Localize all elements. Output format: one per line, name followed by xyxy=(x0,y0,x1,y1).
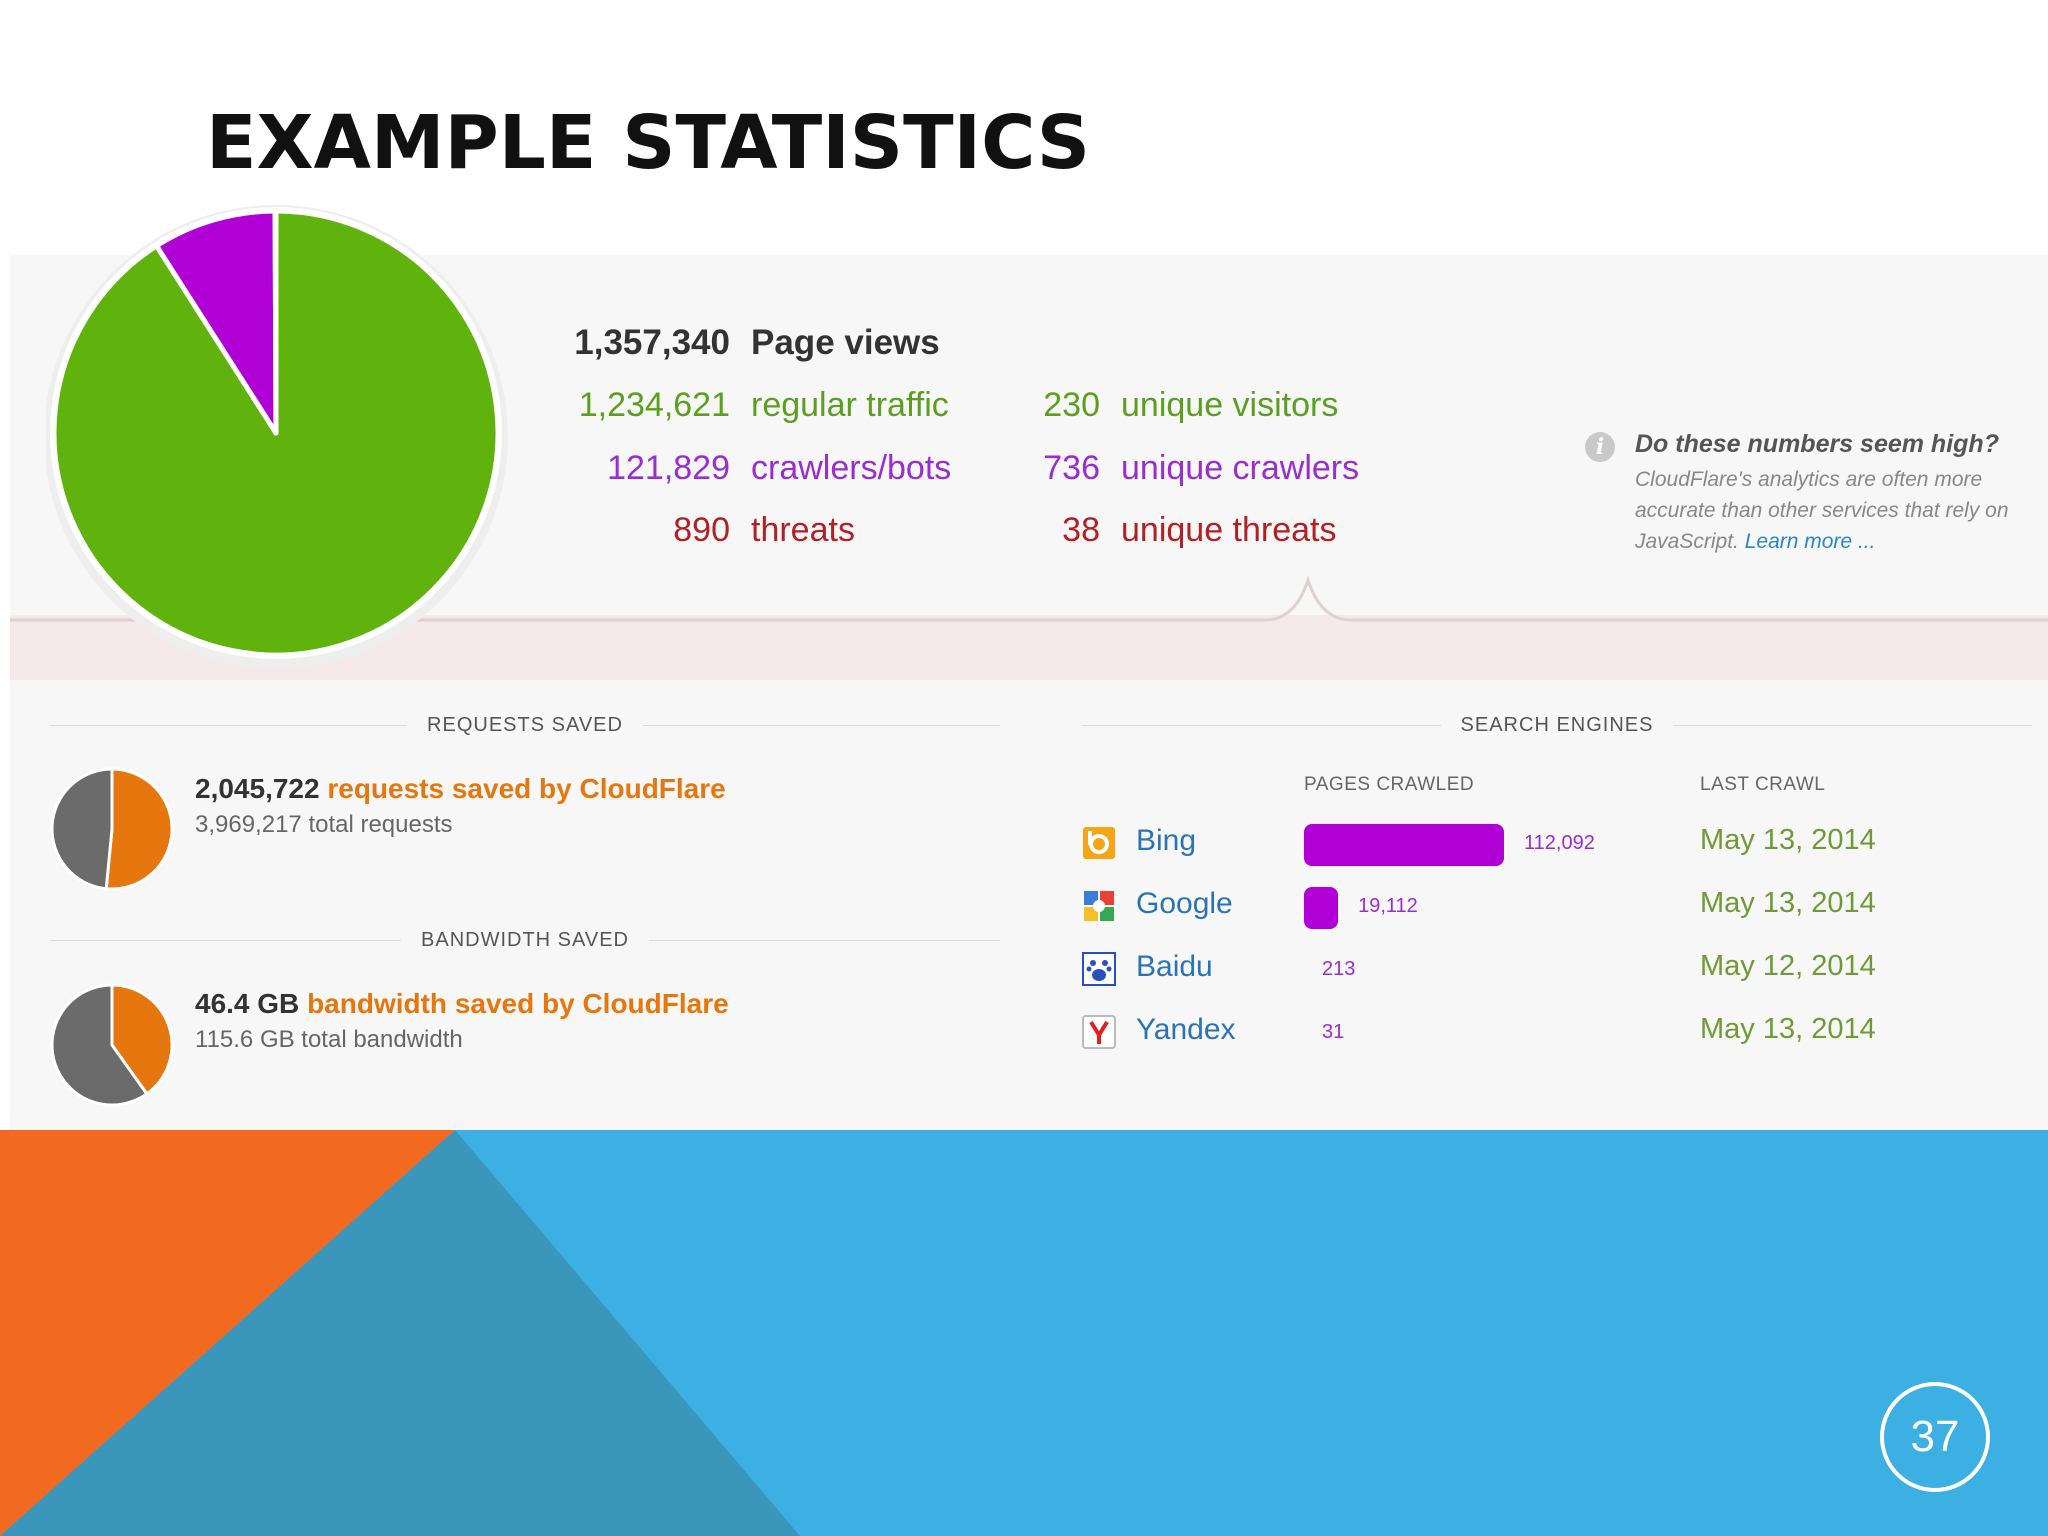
last-crawl-date: May 12, 2014 xyxy=(1700,950,1876,982)
engine-name: Yandex xyxy=(1136,1013,1236,1046)
requests-saved-value: 2,045,722 xyxy=(195,773,320,804)
crawlers-stat: 121,829 crawlers/bots xyxy=(0,449,1100,495)
threats-stat: 890 threats xyxy=(0,511,1100,557)
engine-row-baidu: Baidu 213 May 12, 2014 xyxy=(1082,946,1982,994)
baidu-icon xyxy=(1082,952,1116,986)
traffic-pie-chart xyxy=(46,205,508,669)
unique-threats-label: unique threats xyxy=(1121,511,1337,549)
yandex-icon xyxy=(1082,1015,1116,1049)
unique-crawlers-value: 736 xyxy=(1043,449,1100,487)
pie-slice-crawlers xyxy=(154,208,279,436)
info-body: CloudFlare's analytics are often more ac… xyxy=(1635,464,2035,557)
bandwidth-saved-label: BANDWIDTH SAVED xyxy=(421,928,629,951)
last-crawl-date: May 13, 2014 xyxy=(1700,887,1876,919)
overview-divider xyxy=(10,575,2048,622)
regular-traffic-label: regular traffic xyxy=(751,386,949,424)
bandwidth-saved-heading: BANDWIDTH SAVED xyxy=(50,925,1001,955)
heading-rule xyxy=(649,939,1001,941)
pie-slice-requests-saved xyxy=(104,767,174,891)
requests-saved-text: requests saved by CloudFlare xyxy=(327,773,726,804)
unique-visitors-stat: 230 unique visitors xyxy=(980,386,1460,432)
search-engines-label: SEARCH ENGINES xyxy=(1460,713,1654,736)
pie-slice-bandwidth-saved xyxy=(110,983,174,1096)
pages-crawled-bar xyxy=(1304,887,1339,929)
pages-crawled-value: 19,112 xyxy=(1358,895,1418,917)
info-body-text: CloudFlare's analytics are often more ac… xyxy=(1635,468,2009,553)
pie-slice-bandwidth-other xyxy=(50,983,149,1107)
info-heading: Do these numbers seem high? xyxy=(1635,430,1999,458)
engine-row-yandex: Yandex 31 May 13, 2014 xyxy=(1082,1009,1982,1057)
engine-name: Baidu xyxy=(1136,950,1213,983)
crawlers-value: 121,829 xyxy=(607,449,730,487)
unique-visitors-value: 230 xyxy=(1043,386,1100,424)
engine-name: Bing xyxy=(1136,824,1197,857)
bandwidth-saved-pie xyxy=(50,983,174,1107)
engine-row-google: Google 19,112 May 13, 2014 xyxy=(1082,883,1982,931)
threats-value: 890 xyxy=(673,511,730,549)
requests-total: 3,969,217 total requests xyxy=(195,811,453,838)
pages-crawled-value: 213 xyxy=(1322,958,1356,980)
page-views-stat: 1,357,340 Page views xyxy=(0,323,2048,369)
page-views-value: 1,357,340 xyxy=(574,323,730,362)
heading-rule xyxy=(642,724,1000,726)
heading-rule xyxy=(1082,724,1441,726)
unique-threats-value: 38 xyxy=(1062,511,1100,549)
deco-dark-triangle xyxy=(0,1130,800,1536)
heading-rule xyxy=(50,939,402,941)
page-views-label: Page views xyxy=(751,323,940,362)
learn-more-link[interactable]: Learn more ... xyxy=(1744,530,1876,553)
requests-saved-heading: REQUESTS SAVED xyxy=(50,710,1000,740)
pie-slice-threats xyxy=(272,208,279,436)
requests-saved-pie xyxy=(50,767,174,891)
heading-rule xyxy=(50,724,408,726)
decorative-footer xyxy=(0,1130,2048,1536)
info-icon: i xyxy=(1585,432,1615,462)
engine-name: Google xyxy=(1136,887,1233,920)
unique-crawlers-stat: 736 unique crawlers xyxy=(980,449,1460,495)
bandwidth-saved-value: 46.4 GB xyxy=(195,988,300,1019)
crawlers-label: crawlers/bots xyxy=(751,449,952,487)
bandwidth-total: 115.6 GB total bandwidth xyxy=(195,1026,463,1053)
engine-row-bing: Bing 112,092 May 13, 2014 xyxy=(1082,820,1982,868)
last-crawl-date: May 13, 2014 xyxy=(1700,1013,1876,1045)
bandwidth-saved-line: 46.4 GB bandwidth saved by CloudFlare xyxy=(195,988,729,1020)
unique-crawlers-label: unique crawlers xyxy=(1121,449,1360,487)
pie-slice-requests-other xyxy=(50,767,114,891)
bandwidth-saved-text: bandwidth saved by CloudFlare xyxy=(307,988,729,1019)
threats-label: threats xyxy=(751,511,855,549)
page-number-badge: 37 xyxy=(1880,1382,1990,1492)
slide-title: EXAMPLE STATISTICS xyxy=(206,100,1091,186)
heading-rule xyxy=(1673,724,2032,726)
last-crawl-header: LAST CRAWL xyxy=(1700,774,1826,795)
unique-threats-stat: 38 unique threats xyxy=(980,511,1460,557)
bing-icon xyxy=(1083,827,1115,859)
pages-crawled-value: 31 xyxy=(1322,1021,1345,1043)
search-engines-heading: SEARCH ENGINES xyxy=(1082,710,2032,740)
pages-crawled-header: PAGES CRAWLED xyxy=(1304,774,1475,795)
last-crawl-date: May 13, 2014 xyxy=(1700,824,1876,856)
pages-crawled-value: 112,092 xyxy=(1524,832,1595,854)
regular-traffic-stat: 1,234,621 regular traffic xyxy=(0,386,1100,432)
requests-saved-line: 2,045,722 requests saved by CloudFlare xyxy=(195,773,726,805)
requests-saved-label: REQUESTS SAVED xyxy=(427,713,623,736)
regular-traffic-value: 1,234,621 xyxy=(578,386,730,424)
unique-visitors-label: unique visitors xyxy=(1121,386,1339,424)
google-icon xyxy=(1084,891,1114,921)
pages-crawled-bar xyxy=(1304,824,1504,866)
